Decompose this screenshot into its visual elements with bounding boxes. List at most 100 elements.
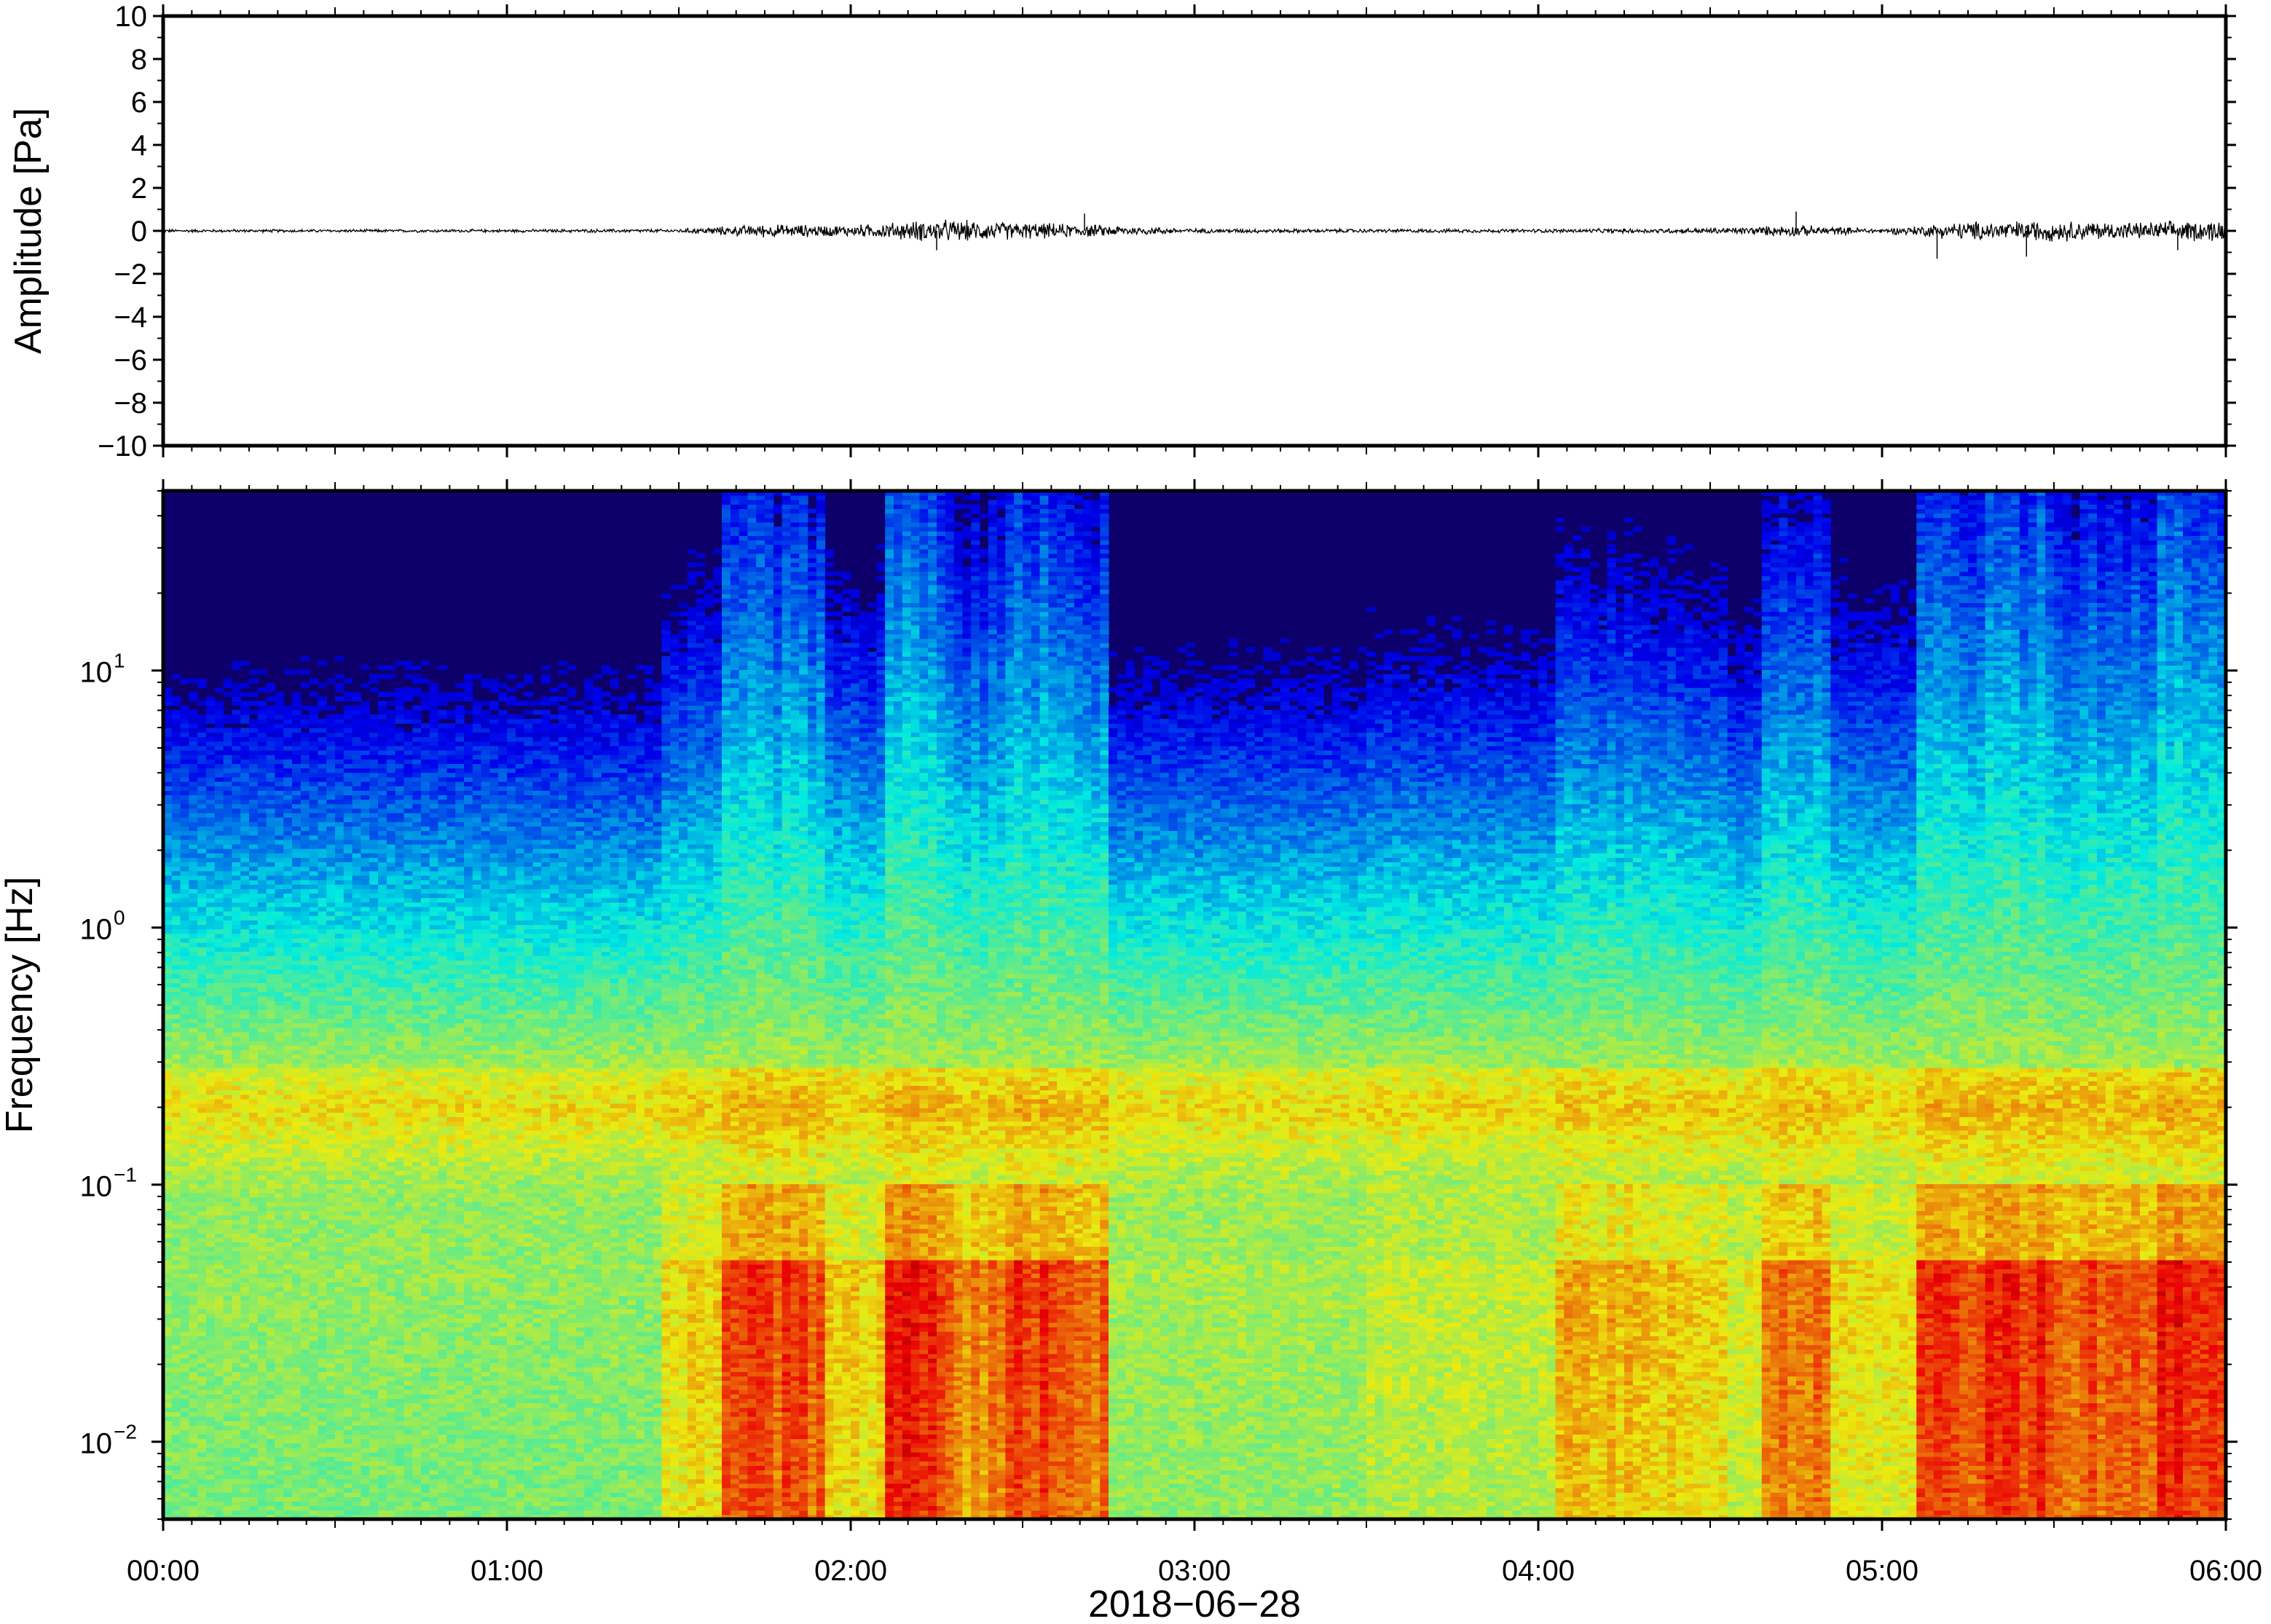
spectrogram-cell	[249, 786, 259, 791]
spectrogram-cell	[283, 1085, 293, 1091]
spectrogram-cell	[266, 803, 275, 809]
spectrogram-cell	[214, 1112, 224, 1117]
spectrogram-cell	[378, 844, 387, 849]
spectrogram-cell	[343, 1340, 353, 1346]
spectrogram-cell	[189, 1286, 198, 1292]
spectrogram-cell	[335, 1434, 345, 1440]
spectrogram-cell	[326, 1022, 336, 1028]
waveform-y-tick-label: 10	[115, 1, 148, 33]
spectrogram-cell	[343, 857, 353, 863]
spectrogram-cell	[257, 1465, 267, 1470]
spectrogram-cell	[257, 1447, 267, 1453]
spectrogram-cell	[361, 1398, 370, 1403]
spectrogram-cell	[232, 1488, 241, 1493]
spectrogram-cell	[300, 955, 310, 961]
spectrogram-cell	[283, 741, 293, 746]
spectrogram-cell	[266, 1072, 275, 1077]
spectrogram-cell	[275, 803, 284, 809]
spectrogram-cell	[300, 1465, 310, 1470]
spectrogram-cell	[189, 750, 198, 755]
spectrogram-cell	[257, 1269, 267, 1274]
spectrogram-cell	[326, 1488, 336, 1493]
spectrogram-cell	[240, 1054, 250, 1060]
spectrogram-cell	[171, 1067, 181, 1073]
spectrogram-cell	[223, 964, 232, 970]
spectrogram-cell	[292, 1014, 302, 1019]
waveform-trace	[163, 219, 2226, 242]
spectrogram-cell	[343, 902, 353, 907]
spectrogram-cell	[163, 786, 173, 791]
spectrogram-cell	[163, 1438, 173, 1444]
spectrogram-cell	[197, 1488, 207, 1493]
spectrogram-cell	[335, 1027, 345, 1033]
spectrogram-cell	[292, 1443, 302, 1448]
spectrogram-cell	[309, 1255, 318, 1261]
spectrogram-cell	[206, 1076, 216, 1081]
spectrogram-cell	[214, 1461, 224, 1466]
spectrogram-cell	[318, 1022, 327, 1028]
spectrogram-cell	[352, 1322, 361, 1328]
spectrogram-cell	[343, 1170, 353, 1175]
spectrogram-cell	[361, 768, 370, 773]
spectrogram-cell	[283, 1434, 293, 1440]
spectrogram-cell	[249, 1108, 259, 1113]
spectrogram-cell	[275, 1340, 284, 1346]
spectrogram-cell	[361, 1250, 370, 1256]
spectrogram-cell	[257, 1135, 267, 1140]
spectrogram-cell	[300, 1197, 310, 1202]
spectrogram-cell	[232, 933, 241, 939]
spectrogram-cell	[206, 1376, 216, 1381]
spectrogram-cell	[326, 1376, 336, 1381]
spectrogram-cell	[249, 1246, 259, 1252]
spectrogram-cell	[378, 1514, 387, 1519]
spectrogram-cell	[249, 955, 259, 961]
spectrogram-cell	[275, 1273, 284, 1278]
spectrogram-cell	[352, 991, 361, 997]
spectrogram-cell	[309, 1170, 318, 1175]
spectrogram-cell	[180, 817, 189, 822]
spectrogram-cell	[223, 942, 232, 947]
spectrogram-cell	[343, 1152, 353, 1158]
spectrogram-cell	[206, 1054, 216, 1060]
spectrogram-cell	[343, 1296, 353, 1301]
spectrogram-cell	[197, 1255, 207, 1261]
spectrogram-cell	[266, 1358, 275, 1363]
spectrogram-cell	[378, 1451, 387, 1457]
spectrogram-cell	[318, 1116, 327, 1122]
spectrogram-cell	[180, 1411, 189, 1417]
spectrogram-cell	[249, 1170, 259, 1175]
spectrogram-cell	[335, 862, 345, 867]
spectrogram-cell	[283, 1317, 293, 1323]
spectrogram-cell	[335, 1170, 345, 1175]
spectrogram-cell	[326, 1161, 336, 1167]
spectrogram-cell	[275, 1465, 284, 1470]
spectrogram-cell	[361, 1223, 370, 1229]
spectrogram-cell	[163, 1197, 173, 1202]
spectrogram-cell	[318, 1264, 327, 1269]
spectrogram-cell	[171, 1367, 181, 1372]
spectrogram-cell	[266, 1250, 275, 1256]
spectrogram-cell	[378, 1259, 387, 1265]
spectrogram-cell	[223, 1175, 232, 1180]
spectrogram-cell	[369, 1363, 379, 1368]
spectrogram-cell	[206, 1327, 216, 1332]
spectrogram-cell	[309, 1219, 318, 1225]
spectrogram-cell	[369, 1250, 379, 1256]
spectrogram-cell	[300, 1076, 310, 1081]
spectrogram-cell	[378, 1063, 387, 1068]
spectrogram-cell	[369, 1358, 379, 1363]
spectrogram-cell	[257, 826, 267, 832]
spectrogram-cell	[223, 1420, 232, 1426]
spectrogram-cell	[292, 1420, 302, 1426]
spectrogram-cell	[369, 880, 379, 885]
spectrogram-cell	[257, 1192, 267, 1198]
spectrogram-cell	[309, 1501, 318, 1507]
spectrogram-cell	[240, 750, 250, 755]
spectrogram-cell	[300, 799, 310, 805]
spectrogram-cell	[343, 915, 353, 921]
spectrogram-cell	[223, 870, 232, 876]
spectrogram-cell	[343, 1156, 353, 1162]
spectrogram-cell	[257, 974, 267, 979]
spectrogram-cell	[352, 888, 361, 894]
spectrogram-cell	[214, 1447, 224, 1453]
